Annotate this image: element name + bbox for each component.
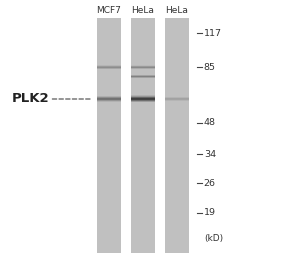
Bar (165, 18, 189, 253)
Bar (97, 18, 121, 253)
Text: 34: 34 (204, 150, 216, 159)
Text: HeLa: HeLa (132, 6, 154, 15)
Text: 19: 19 (204, 208, 216, 217)
Bar (131, 18, 155, 253)
Text: MCF7: MCF7 (97, 6, 121, 15)
Text: 48: 48 (204, 118, 216, 127)
Text: 26: 26 (204, 179, 216, 188)
Text: PLK2: PLK2 (11, 92, 49, 106)
Text: HeLa: HeLa (166, 6, 188, 15)
Text: 85: 85 (204, 63, 216, 72)
Text: 117: 117 (204, 29, 222, 37)
Text: (kD): (kD) (204, 234, 223, 243)
